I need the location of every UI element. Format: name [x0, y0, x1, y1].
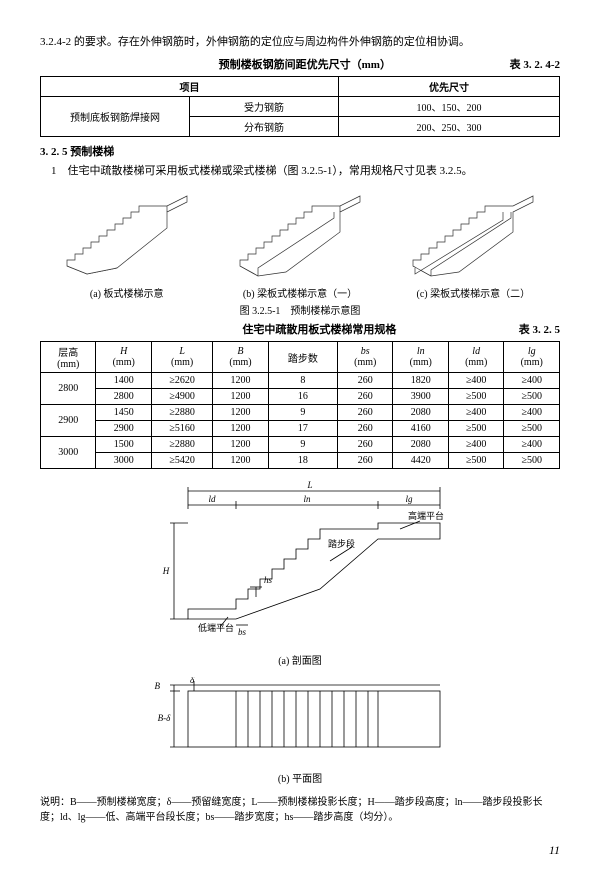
section-diagram: L ld ln lg H hs bs 高端平台 踏步段 低端平台 (a) 剖面图	[40, 479, 560, 667]
figure-row: (a) 板式楼梯示意 (b) 梁板式楼梯示意（一） (c) 梁板式楼梯示意（二）	[40, 188, 560, 300]
t2h1: H(mm)	[96, 342, 151, 373]
table1-header-left: 项目	[41, 76, 339, 96]
svg-text:低端平台: 低端平台	[198, 622, 234, 633]
table2-caption-row: 住宅中疏散用板式楼梯常用规格 表 3. 2. 5	[40, 321, 560, 337]
t2h7: ld(mm)	[448, 342, 503, 373]
t2h0: 层高(mm)	[41, 342, 96, 373]
item-1-text: 1 住宅中疏散楼梯可采用板式楼梯或梁式楼梯（图 3.2.5-1），常用规格尺寸见…	[51, 165, 473, 177]
table2: 层高(mm) H(mm) L(mm) B(mm) 踏步数 bs(mm) ln(m…	[40, 341, 560, 469]
t2h2: L(mm)	[151, 342, 212, 373]
svg-text:高端平台: 高端平台	[408, 510, 444, 521]
svg-text:B: B	[155, 681, 161, 691]
stair-a-icon	[57, 188, 197, 278]
svg-text:L: L	[306, 480, 312, 490]
svg-text:hs: hs	[264, 575, 273, 585]
fig-a: (a) 板式楼梯示意	[40, 188, 213, 300]
plan-svg: δ B-δ B	[120, 677, 480, 767]
fig-c: (c) 梁板式楼梯示意（二）	[387, 188, 560, 300]
table1-number: 表 3. 2. 4-2	[510, 56, 560, 72]
section-header: 3. 2. 5 预制楼梯	[40, 143, 560, 159]
section-caption: (a) 剖面图	[40, 652, 560, 667]
t2h4: 踏步数	[268, 342, 337, 373]
table1-caption: 预制楼板钢筋间距优先尺寸（mm）	[100, 56, 510, 72]
fig-a-label: (a) 板式楼梯示意	[40, 285, 213, 300]
svg-text:ld: ld	[208, 494, 216, 504]
table-row: 30001500≥2880120092602080≥400≥400	[41, 437, 560, 453]
svg-text:lg: lg	[405, 494, 413, 504]
table-row: 28001400≥2620120082601820≥400≥400	[41, 373, 560, 389]
stair-b-icon	[230, 188, 370, 278]
table-row: 3000≥54201200182604420≥500≥500	[41, 453, 560, 469]
table1-rowgroup-label: 预制底板钢筋焊接网	[41, 96, 190, 136]
t2g0: 2800	[41, 373, 96, 405]
table2-header-row: 层高(mm) H(mm) L(mm) B(mm) 踏步数 bs(mm) ln(m…	[41, 342, 560, 373]
t2h6: ln(mm)	[393, 342, 448, 373]
table-row: 2800≥49001200162603900≥500≥500	[41, 389, 560, 405]
fig-b: (b) 梁板式楼梯示意（一）	[213, 188, 386, 300]
table-row: 2900≥51601200172604160≥500≥500	[41, 421, 560, 437]
table1-r0c1: 100、150、200	[339, 96, 560, 116]
table1-header-right: 优先尺寸	[339, 76, 560, 96]
plan-diagram: δ B-δ B (b) 平面图	[40, 677, 560, 785]
svg-text:B-δ: B-δ	[158, 713, 171, 723]
t2g1: 2900	[41, 405, 96, 437]
fig-b-label: (b) 梁板式楼梯示意（一）	[213, 285, 386, 300]
explanation: 说明：B——预制楼梯宽度；δ——预留缝宽度；L——预制楼梯投影长度；H——踏步段…	[40, 795, 560, 825]
svg-text:bs: bs	[238, 627, 247, 637]
table1-r1c0: 分布钢筋	[190, 116, 339, 136]
top-paragraph: 3.2.4-2 的要求。存在外伸钢筋时，外伸钢筋的定位应与周边构件外伸钢筋的定位…	[40, 34, 560, 52]
table2-caption: 住宅中疏散用板式楼梯常用规格	[120, 321, 519, 337]
table1-caption-row: 预制楼板钢筋间距优先尺寸（mm） 表 3. 2. 4-2	[40, 56, 560, 72]
plan-caption: (b) 平面图	[40, 770, 560, 785]
t2g2: 3000	[41, 437, 96, 469]
t2h3: B(mm)	[213, 342, 268, 373]
t2h5: bs(mm)	[338, 342, 393, 373]
table1-r0c0: 受力钢筋	[190, 96, 339, 116]
table2-number: 表 3. 2. 5	[519, 321, 560, 337]
svg-text:H: H	[162, 566, 170, 576]
fig-c-label: (c) 梁板式楼梯示意（二）	[387, 285, 560, 300]
table1-r1c1: 200、250、300	[339, 116, 560, 136]
item-1: 1 住宅中疏散楼梯可采用板式楼梯或梁式楼梯（图 3.2.5-1），常用规格尺寸见…	[58, 163, 560, 181]
svg-text:ln: ln	[303, 494, 311, 504]
t2h8: lg(mm)	[504, 342, 560, 373]
fig1-caption: 图 3.2.5-1 预制楼梯示意图	[40, 302, 560, 317]
table1: 项目 优先尺寸 预制底板钢筋焊接网 受力钢筋 100、150、200 分布钢筋 …	[40, 76, 560, 137]
section-svg: L ld ln lg H hs bs 高端平台 踏步段 低端平台	[120, 479, 480, 649]
table-row: 29001450≥2880120092602080≥400≥400	[41, 405, 560, 421]
page-number: 11	[40, 843, 560, 858]
stair-c-icon	[403, 188, 543, 278]
